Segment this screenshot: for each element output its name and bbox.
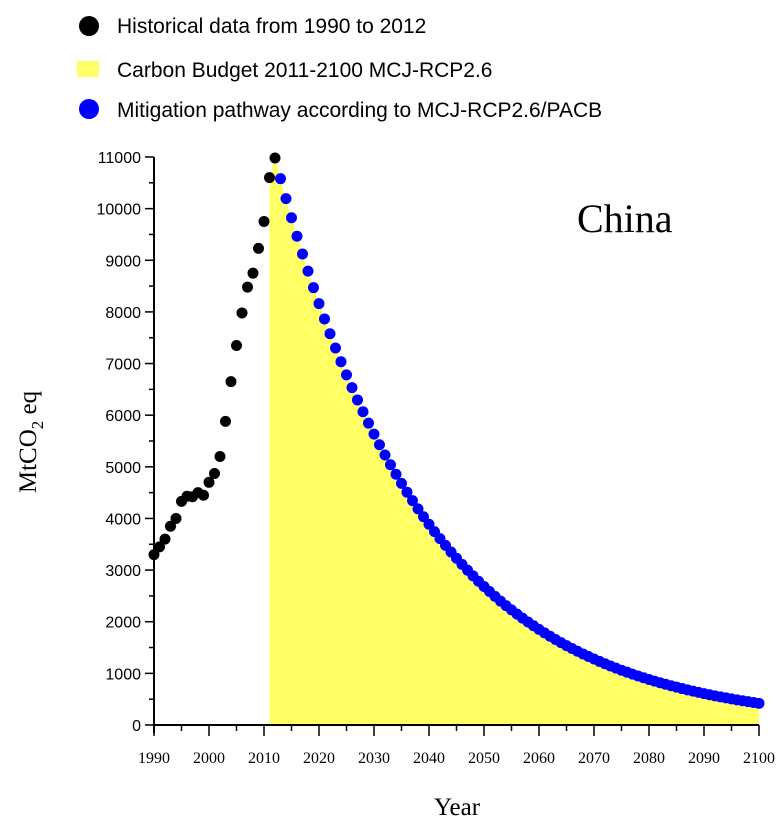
historical-point [225, 376, 237, 388]
mitigation-point [352, 394, 363, 406]
y-axis-title-suffix: eq [15, 390, 42, 420]
y-tick-label: 4000 [105, 511, 141, 528]
x-tick-label: 2100 [743, 750, 775, 767]
mitigation-point [313, 298, 325, 310]
budget-area [269, 158, 759, 726]
x-tick-label: 2020 [303, 750, 335, 767]
historical-point [247, 267, 259, 279]
x-tick-label: 2080 [633, 750, 665, 767]
x-tick-label: 2040 [413, 750, 445, 767]
mitigation-point [308, 282, 319, 294]
mitigation-point [396, 477, 407, 489]
y-tick-label: 0 [132, 718, 141, 735]
y-tick-label: 2000 [105, 615, 141, 632]
mitigation-point [297, 248, 308, 260]
y-tick-label: 11000 [98, 150, 141, 167]
mitigation-point [286, 212, 297, 224]
mitigation-point [368, 428, 380, 440]
y-tick-label: 7000 [105, 357, 141, 374]
historical-point [159, 533, 171, 545]
x-tick-label: 2090 [688, 750, 720, 767]
legend: Historical data from 1990 to 2012 Carbon… [77, 15, 602, 122]
mitigation-point [324, 328, 336, 340]
mitigation-point [379, 449, 391, 461]
mitigation-point [275, 173, 286, 185]
historical-point [269, 152, 281, 164]
mitigation-point [390, 468, 402, 480]
historical-point [253, 242, 264, 254]
y-tick-label: 5000 [105, 460, 141, 477]
historical-point [209, 468, 220, 480]
historical-point [154, 541, 165, 553]
mitigation-point [385, 459, 396, 471]
mitigation-point [341, 369, 352, 381]
panel-label: China [577, 196, 673, 241]
mitigation-point [291, 230, 303, 242]
historical-point [203, 476, 215, 488]
legend-marker-budget [77, 61, 99, 77]
budget-area-layer [269, 158, 759, 726]
mitigation-point [374, 439, 385, 451]
historical-point [198, 489, 209, 501]
y-tick-label: 9000 [105, 253, 141, 270]
x-tick-label: 2010 [248, 750, 280, 767]
mitigation-point [418, 511, 429, 523]
y-axis-title: MtCO2 eq [15, 390, 47, 493]
x-tick-label: 2000 [193, 750, 225, 767]
historical-point [214, 450, 226, 462]
mitigation-point [407, 495, 418, 507]
x-tick-label: 2030 [358, 750, 390, 767]
data-points [148, 152, 765, 709]
y-tick-label: 1000 [105, 666, 141, 683]
legend-marker-mitigation [79, 99, 99, 119]
legend-label-historical: Historical data from 1990 to 2012 [117, 15, 426, 38]
x-tick-label: 2070 [578, 750, 610, 767]
mitigation-point [280, 193, 292, 205]
x-tick-label: 1990 [138, 750, 170, 767]
mitigation-point [363, 417, 374, 429]
historical-point [264, 172, 275, 184]
mitigation-point [401, 486, 413, 498]
y-axis-title-main: MtCO [15, 429, 42, 493]
x-tick-labels: 1990 2000 2010 2020 2030 2040 2050 2060 2070 2080… [138, 750, 775, 767]
mitigation-point [319, 313, 330, 325]
y-tick-label: 3000 [105, 563, 141, 580]
mitigation-point [753, 697, 765, 709]
legend-marker-historical [79, 16, 99, 36]
y-tick-labels: 0 1000 2000 3000 4000 5000 6000 7000 8000 9000 100… [97, 150, 142, 735]
axes [145, 156, 760, 736]
historical-point [242, 281, 253, 293]
historical-point [258, 216, 270, 228]
mitigation-point [330, 342, 341, 354]
mitigation-point [346, 382, 358, 394]
y-tick-label: 6000 [105, 408, 141, 425]
mitigation-point [335, 356, 347, 368]
x-tick-label: 2050 [468, 750, 500, 767]
historical-point [148, 549, 160, 561]
legend-label-budget: Carbon Budget 2011-2100 MCJ-RCP2.6 [117, 59, 493, 82]
historical-point [165, 520, 176, 532]
y-axis-title-subscript: 2 [28, 421, 47, 430]
x-axis-title: Year [434, 794, 481, 821]
historical-point [220, 415, 231, 427]
x-tick-label: 2060 [523, 750, 555, 767]
historical-point [170, 512, 182, 524]
historical-point [236, 307, 248, 319]
y-tick-label: 8000 [105, 305, 141, 322]
mitigation-point [302, 265, 314, 277]
legend-label-mitigation: Mitigation pathway according to MCJ-RCP2… [117, 99, 602, 122]
y-tick-label: 10000 [97, 202, 142, 219]
historical-point [231, 339, 242, 351]
mitigation-point [412, 503, 424, 515]
mitigation-point [357, 406, 369, 418]
